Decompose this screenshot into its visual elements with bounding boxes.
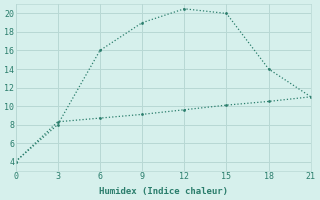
X-axis label: Humidex (Indice chaleur): Humidex (Indice chaleur) xyxy=(99,187,228,196)
